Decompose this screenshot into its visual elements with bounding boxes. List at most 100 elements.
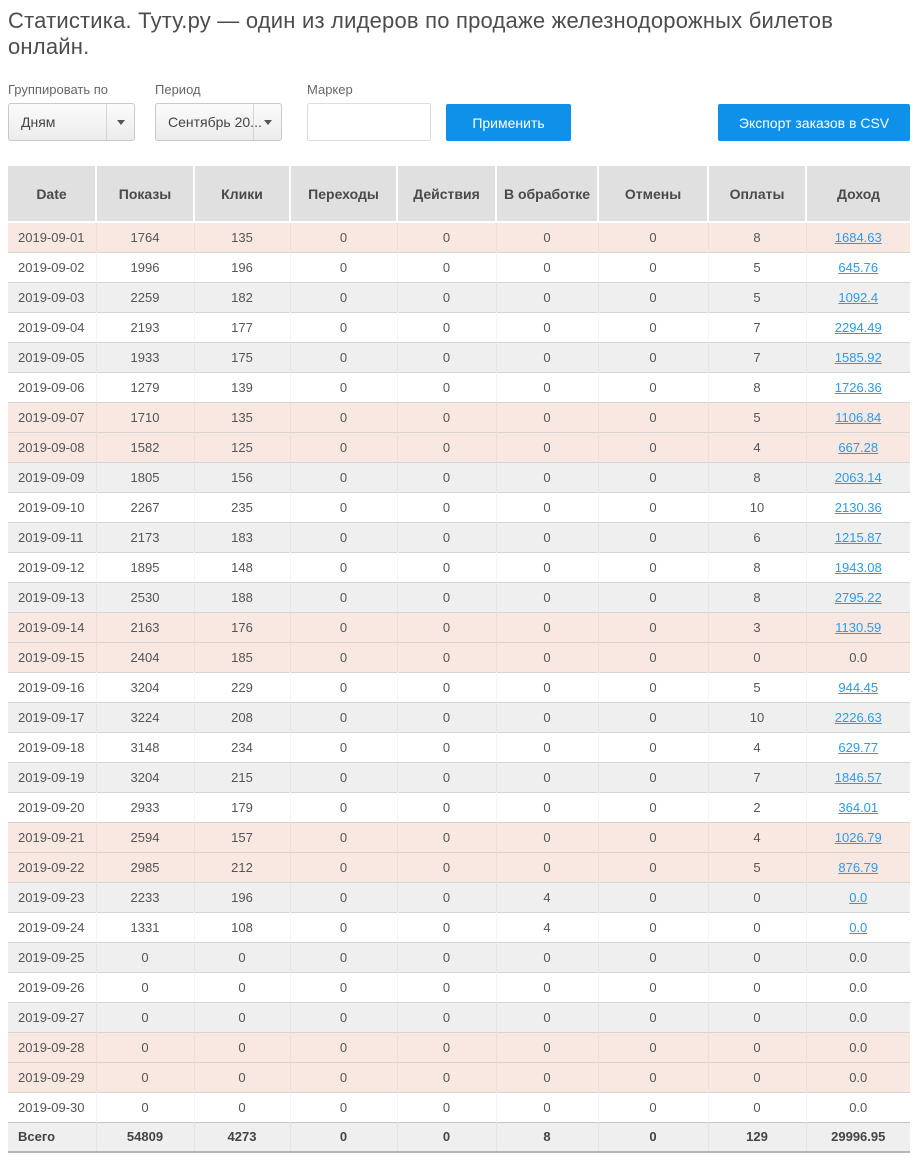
income-link[interactable]: 645.76 bbox=[838, 259, 879, 275]
cell-actions: 0 bbox=[396, 791, 496, 822]
income-link[interactable]: 0.0 bbox=[849, 889, 868, 905]
table-row: 2019-09-06 1279 139 0 0 0 0 8 1726.36 bbox=[8, 371, 910, 402]
cell-transitions: 0 bbox=[289, 551, 397, 582]
cell-processing: 0 bbox=[495, 401, 598, 432]
cell-transitions: 0 bbox=[289, 461, 397, 492]
income-link[interactable]: 1130.59 bbox=[835, 619, 882, 635]
apply-button[interactable]: Применить bbox=[446, 104, 571, 141]
income-link[interactable]: 1726.36 bbox=[834, 379, 882, 395]
group-by-filter: Группировать по Дням bbox=[8, 82, 135, 141]
cell-transitions: 0 bbox=[289, 671, 397, 702]
cell-date: 2019-09-17 bbox=[8, 701, 96, 732]
cell-clicks: 208 bbox=[193, 701, 290, 732]
income-link[interactable]: 1092.4 bbox=[838, 289, 879, 305]
cell-payments: 0 bbox=[707, 1031, 806, 1062]
income-link[interactable]: 667.28 bbox=[838, 439, 879, 455]
table-row: 2019-09-16 3204 229 0 0 0 0 5 944.45 bbox=[8, 671, 910, 702]
cell-payments: 5 bbox=[707, 671, 806, 702]
cell-clicks: 135 bbox=[193, 221, 290, 252]
income-link[interactable]: 2795.22 bbox=[834, 589, 882, 605]
cell-actions: 0 bbox=[396, 581, 496, 612]
income-link[interactable]: 2063.14 bbox=[834, 469, 882, 485]
cell-cancels: 0 bbox=[597, 791, 708, 822]
cell-actions: 0 bbox=[396, 851, 496, 882]
cell-processing: 0 bbox=[495, 221, 598, 252]
cell-processing: 0 bbox=[495, 1031, 598, 1062]
period-label: Период bbox=[155, 82, 201, 97]
cell-shows: 1996 bbox=[95, 251, 194, 282]
cell-clicks: 182 bbox=[193, 281, 290, 312]
income-link[interactable]: 944.45 bbox=[838, 679, 879, 695]
cell-cancels: 0 bbox=[597, 881, 708, 912]
income-link[interactable]: 2294.49 bbox=[834, 319, 882, 335]
export-csv-button[interactable]: Экспорт заказов в CSV bbox=[718, 104, 910, 141]
column-header-income: Доход bbox=[805, 166, 910, 223]
total-income: 29996.95 bbox=[805, 1121, 910, 1153]
table-row: 2019-09-22 2985 212 0 0 0 0 5 876.79 bbox=[8, 851, 910, 882]
cell-transitions: 0 bbox=[289, 851, 397, 882]
cell-date: 2019-09-19 bbox=[8, 761, 96, 792]
cell-shows: 0 bbox=[95, 1091, 194, 1122]
cell-shows: 2259 bbox=[95, 281, 194, 312]
cell-shows: 1764 bbox=[95, 221, 194, 252]
income-link[interactable]: 876.79 bbox=[838, 859, 879, 875]
cell-transitions: 0 bbox=[289, 731, 397, 762]
income-link[interactable]: 1026.79 bbox=[834, 829, 882, 845]
cell-income: 2294.49 bbox=[805, 311, 910, 342]
cell-actions: 0 bbox=[396, 461, 496, 492]
cell-date: 2019-09-16 bbox=[8, 671, 96, 702]
table-row: 2019-09-01 1764 135 0 0 0 0 8 1684.63 bbox=[8, 221, 910, 252]
cell-transitions: 0 bbox=[289, 1001, 397, 1032]
cell-clicks: 212 bbox=[193, 851, 290, 882]
cell-income: 2130.36 bbox=[805, 491, 910, 522]
cell-processing: 0 bbox=[495, 1001, 598, 1032]
income-link[interactable]: 364.01 bbox=[838, 799, 879, 815]
period-select[interactable]: Сентябрь 20... bbox=[155, 103, 282, 141]
cell-processing: 4 bbox=[495, 881, 598, 912]
cell-cancels: 0 bbox=[597, 671, 708, 702]
cell-clicks: 108 bbox=[193, 911, 290, 942]
cell-clicks: 139 bbox=[193, 371, 290, 402]
income-link[interactable]: 1943.08 bbox=[834, 559, 882, 575]
cell-processing: 0 bbox=[495, 851, 598, 882]
cell-transitions: 0 bbox=[289, 251, 397, 282]
chevron-down-icon bbox=[106, 104, 134, 140]
cell-processing: 0 bbox=[495, 281, 598, 312]
cell-transitions: 0 bbox=[289, 341, 397, 372]
income-link[interactable]: 1846.57 bbox=[834, 769, 882, 785]
cell-transitions: 0 bbox=[289, 761, 397, 792]
cell-income: 1106.84 bbox=[805, 401, 910, 432]
marker-input[interactable] bbox=[307, 103, 431, 141]
cell-transitions: 0 bbox=[289, 791, 397, 822]
cell-processing: 0 bbox=[495, 941, 598, 972]
income-link[interactable]: 629.77 bbox=[838, 739, 879, 755]
income-link[interactable]: 2226.63 bbox=[834, 709, 882, 725]
cell-income: 0.0 bbox=[805, 1001, 910, 1032]
cell-shows: 2267 bbox=[95, 491, 194, 522]
cell-cancels: 0 bbox=[597, 971, 708, 1002]
cell-cancels: 0 bbox=[597, 1061, 708, 1092]
cell-payments: 7 bbox=[707, 761, 806, 792]
cell-transitions: 0 bbox=[289, 941, 397, 972]
table-row: 2019-09-11 2173 183 0 0 0 0 6 1215.87 bbox=[8, 521, 910, 552]
income-link[interactable]: 1215.87 bbox=[834, 529, 882, 545]
cell-date: 2019-09-27 bbox=[8, 1001, 96, 1032]
income-link[interactable]: 0.0 bbox=[849, 919, 868, 935]
cell-actions: 0 bbox=[396, 761, 496, 792]
cell-income: 0.0 bbox=[805, 911, 910, 942]
cell-clicks: 175 bbox=[193, 341, 290, 372]
cell-clicks: 183 bbox=[193, 521, 290, 552]
group-by-select[interactable]: Дням bbox=[8, 103, 135, 141]
cell-date: 2019-09-18 bbox=[8, 731, 96, 762]
cell-clicks: 196 bbox=[193, 251, 290, 282]
table-row: 2019-09-20 2933 179 0 0 0 0 2 364.01 bbox=[8, 791, 910, 822]
income-link[interactable]: 1585.92 bbox=[834, 349, 882, 365]
cell-transitions: 0 bbox=[289, 521, 397, 552]
income-link[interactable]: 2130.36 bbox=[834, 499, 882, 515]
income-link[interactable]: 1106.84 bbox=[835, 409, 882, 425]
cell-processing: 0 bbox=[495, 371, 598, 402]
income-link[interactable]: 1684.63 bbox=[834, 229, 882, 245]
table-row: 2019-09-08 1582 125 0 0 0 0 4 667.28 bbox=[8, 431, 910, 462]
cell-date: 2019-09-11 bbox=[8, 521, 96, 552]
total-clicks: 4273 bbox=[193, 1121, 290, 1153]
